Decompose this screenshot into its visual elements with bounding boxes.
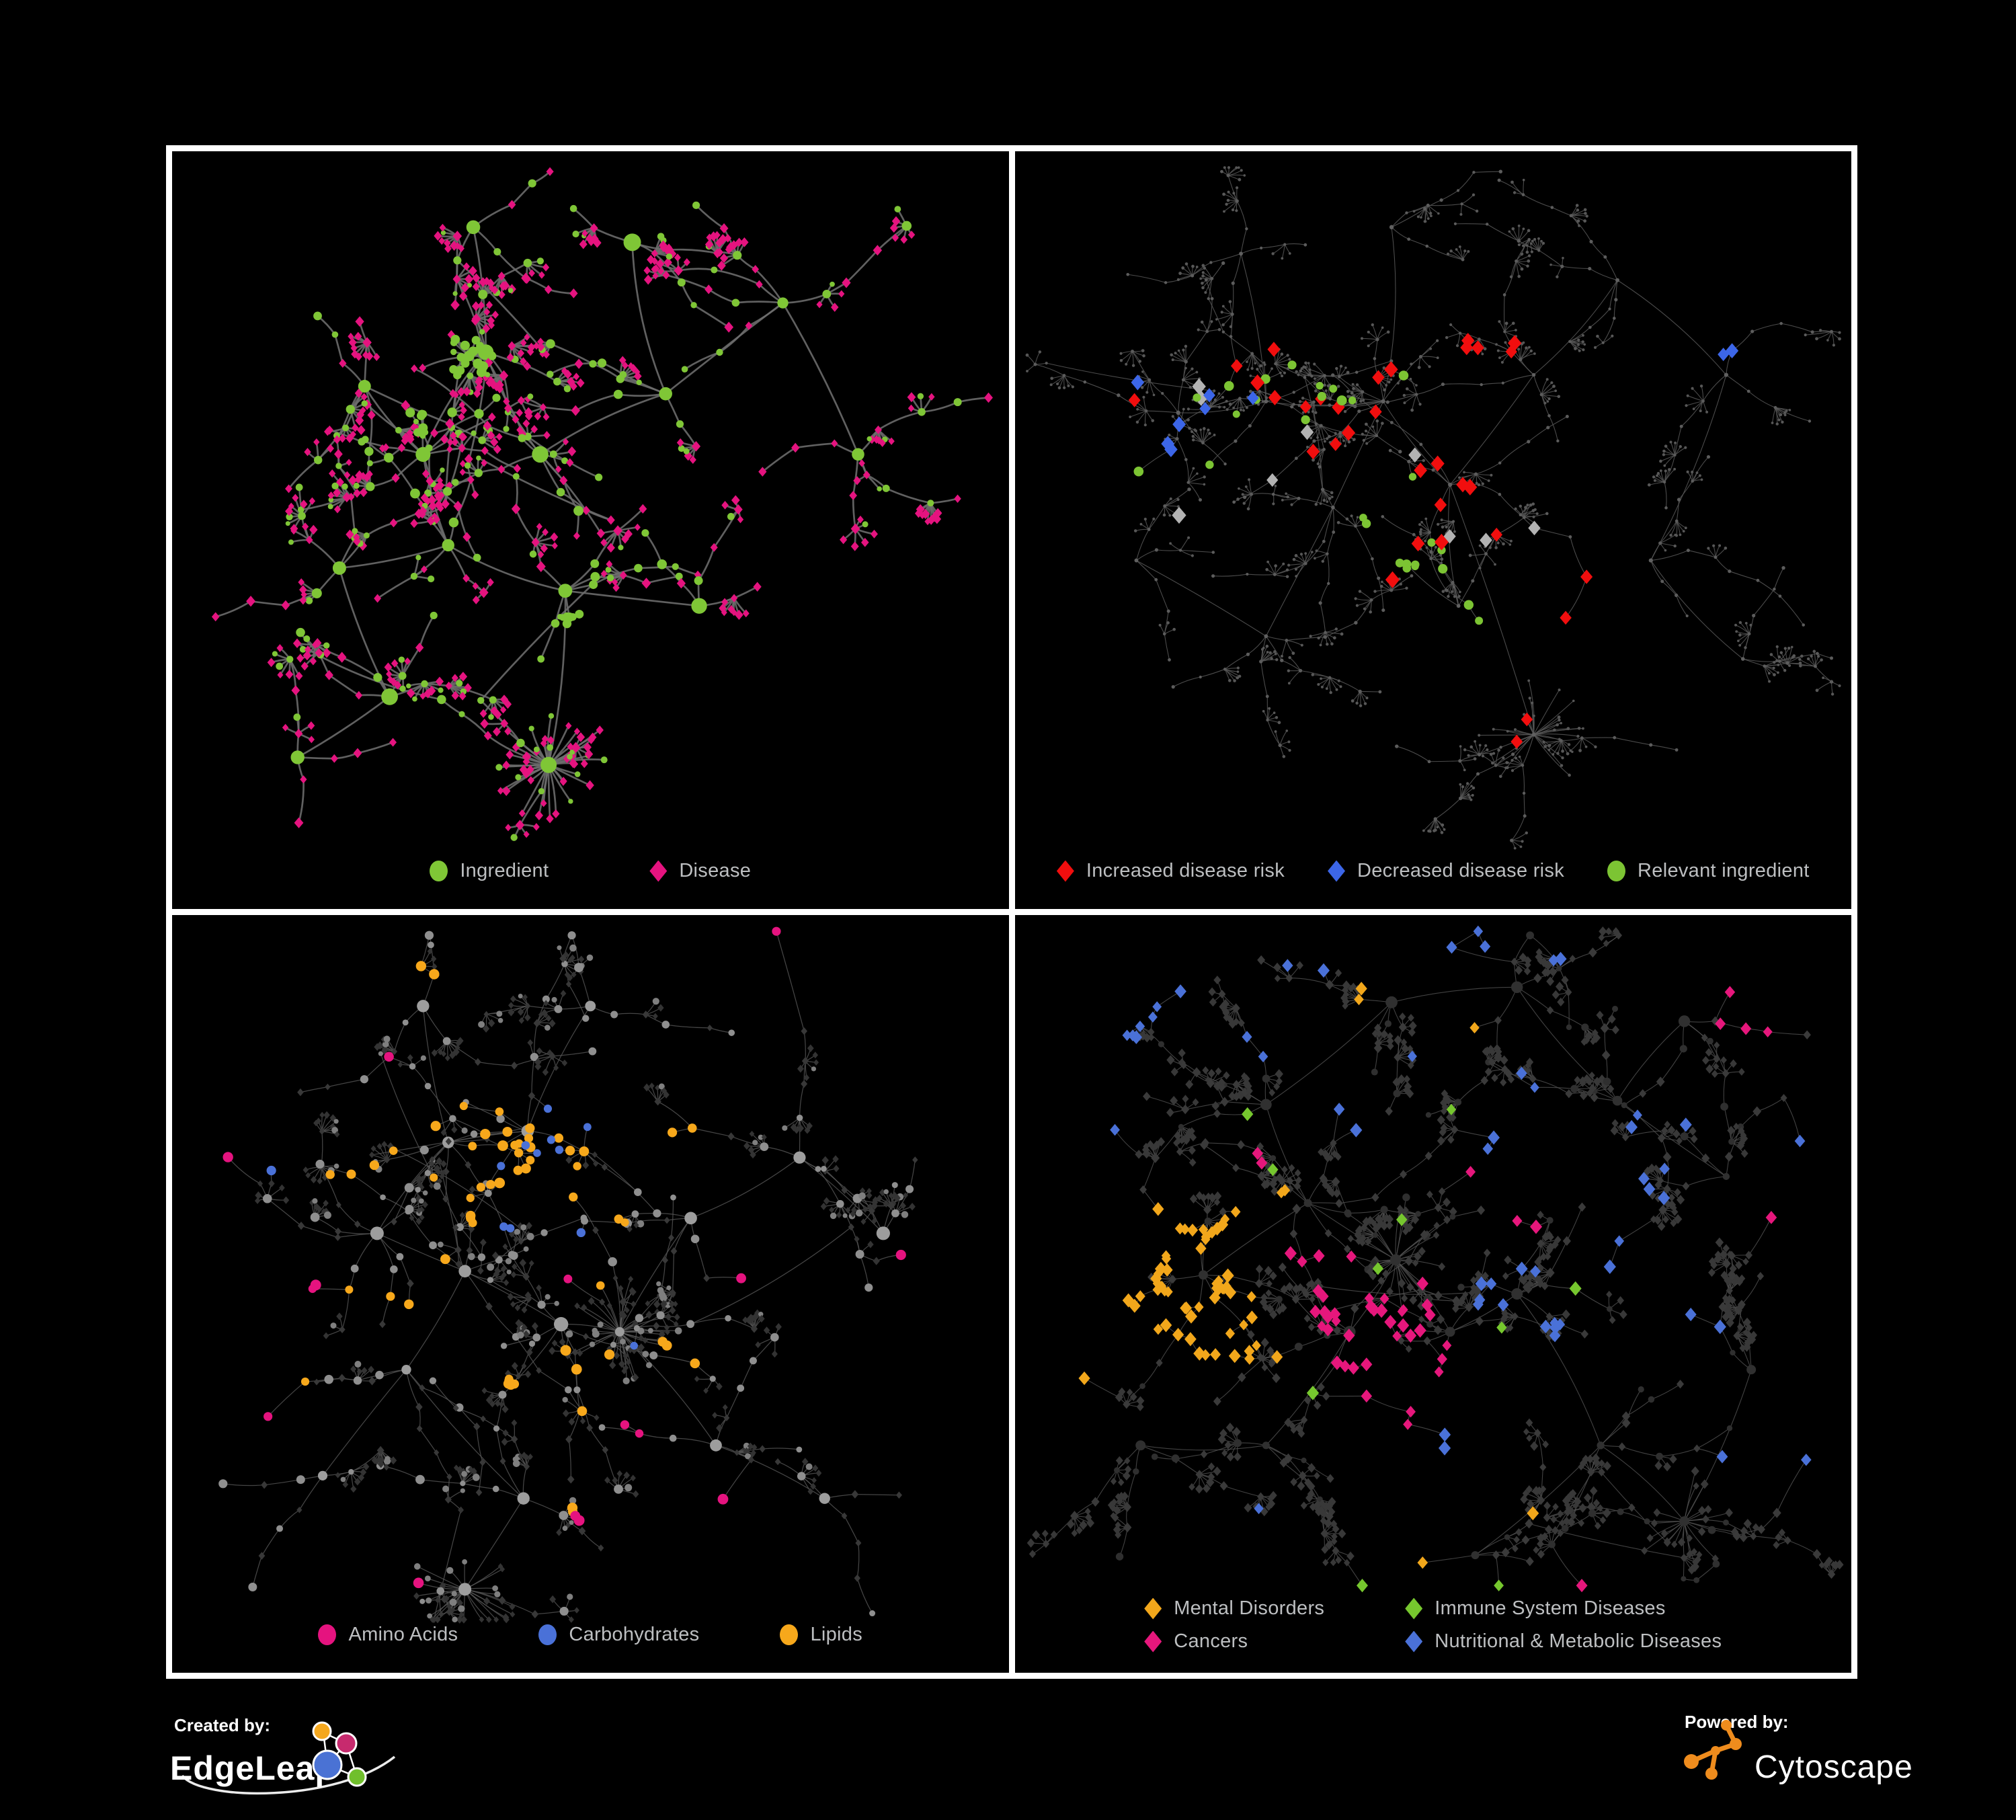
diamond-swatch-icon <box>1056 860 1074 882</box>
legend: Ingredient Disease <box>172 860 1009 882</box>
legend-label: Disease <box>679 860 752 881</box>
legend-label: Ingredient <box>460 860 549 881</box>
diamond-swatch-icon <box>1405 1630 1423 1653</box>
powered-by-label: Powered by: <box>1685 1712 1789 1732</box>
figure-frame: Ingredient Disease Increased disease risk… <box>166 145 1857 1679</box>
diamond-swatch-icon <box>1144 1597 1162 1620</box>
legend-label: Carbohydrates <box>569 1624 700 1645</box>
circle-swatch-icon <box>780 1624 799 1645</box>
edgeleap-logo-icon <box>312 1721 367 1787</box>
diamond-swatch-icon <box>1328 860 1346 882</box>
panel-disease-risk: Increased disease risk Decreased disease … <box>1014 151 1852 909</box>
legend: Increased disease risk Decreased disease … <box>1015 860 1852 882</box>
network-canvas <box>1025 166 1841 850</box>
edgeleap-wordmark: EdgeLeap <box>170 1749 336 1787</box>
legend-label: Immune System Diseases <box>1435 1597 1666 1619</box>
legend-label: Cancers <box>1174 1630 1248 1652</box>
legend-item: Nutritional & Metabolic Diseases <box>1405 1630 1722 1653</box>
panel-disease-categories: Mental Disorders Immune System Diseases Ca… <box>1014 915 1852 1673</box>
diamond-swatch-icon <box>1405 1597 1423 1620</box>
legend-item: Disease <box>649 860 751 882</box>
legend-item: Cancers <box>1144 1630 1324 1653</box>
circle-swatch-icon <box>318 1624 337 1645</box>
legend: Amino Acids Carbohydrates Lipids <box>172 1624 1009 1646</box>
legend-item: Carbohydrates <box>538 1624 699 1646</box>
legend-label: Nutritional & Metabolic Diseases <box>1435 1630 1722 1652</box>
legend-item: Lipids <box>780 1624 862 1646</box>
diamond-swatch-icon <box>1144 1630 1162 1653</box>
legend: Mental Disorders Immune System Diseases Ca… <box>1015 1597 1852 1653</box>
cytoscape-logo-icon <box>1684 1720 1742 1780</box>
circle-swatch-icon <box>430 861 448 881</box>
legend-item: Decreased disease risk <box>1328 860 1564 882</box>
created-by-label: Created by: <box>174 1715 270 1735</box>
panel-ingredient-disease: Ingredient Disease <box>172 151 1009 909</box>
nodes-layer <box>1025 166 1841 850</box>
edgeleap-branding: Created by: EdgeLeap <box>170 1715 396 1795</box>
panel-nutrient-classes: Amino Acids Carbohydrates Lipids <box>172 915 1009 1673</box>
legend-label: Increased disease risk <box>1086 860 1285 881</box>
cytoscape-wordmark: Cytoscape <box>1755 1749 1913 1785</box>
network-canvas <box>218 926 918 1624</box>
cytoscape-branding: Powered by: Cytoscape <box>1684 1712 1913 1785</box>
legend-label: Relevant ingredient <box>1638 860 1810 881</box>
circle-swatch-icon <box>1607 861 1626 881</box>
network-canvas <box>211 167 994 841</box>
edges-layer <box>1026 167 1840 849</box>
nodes-layer <box>211 167 994 841</box>
legend-label: Lipids <box>810 1624 863 1645</box>
legend-label: Amino Acids <box>348 1624 458 1645</box>
legend-item: Increased disease risk <box>1056 860 1285 882</box>
legend-item: Immune System Diseases <box>1405 1597 1722 1620</box>
circle-swatch-icon <box>538 1624 557 1645</box>
nodes-layer <box>1026 925 1844 1593</box>
legend-item: Relevant ingredient <box>1607 860 1810 882</box>
legend-item: Ingredient <box>430 860 549 882</box>
legend-item: Mental Disorders <box>1144 1597 1324 1620</box>
network-canvas <box>1026 925 1844 1593</box>
legend-label: Decreased disease risk <box>1357 860 1565 881</box>
legend-label: Mental Disorders <box>1174 1597 1325 1619</box>
diamond-swatch-icon <box>649 860 668 882</box>
edgeleap-swoosh <box>181 1755 396 1795</box>
nodes-layer <box>218 926 918 1624</box>
legend-item: Amino Acids <box>318 1624 458 1646</box>
